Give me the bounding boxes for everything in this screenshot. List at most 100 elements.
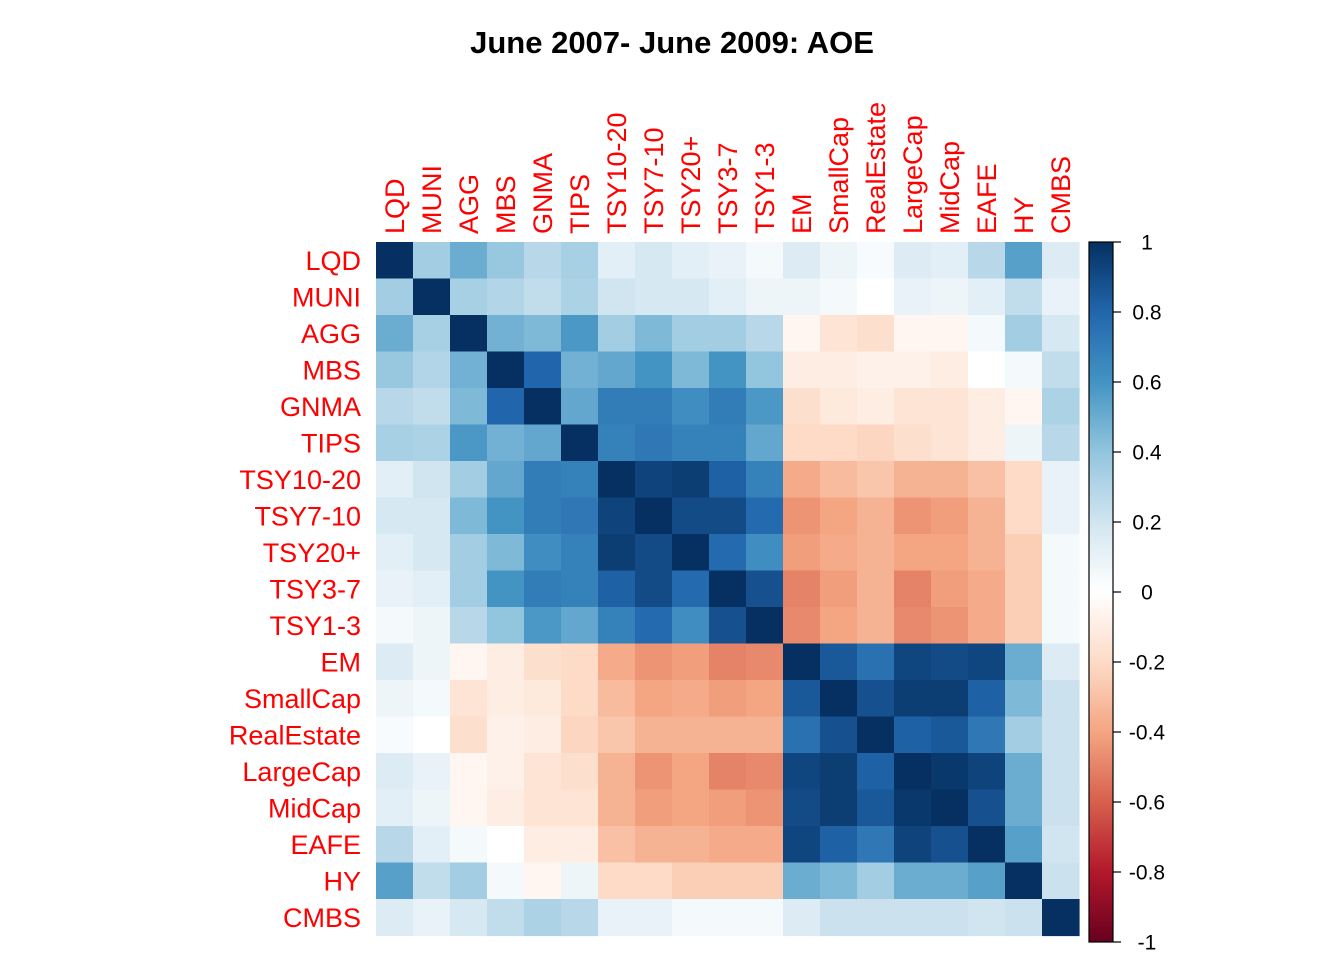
heatmap-cell-HY-TSY10-20 [598, 862, 636, 900]
heatmap-cell-MBS-MBS [487, 351, 525, 389]
heatmap-cell-TSY20+-AGG [450, 534, 488, 572]
heatmap-cell-GNMA-MBS [487, 388, 525, 426]
heatmap-cell-CMBS-LQD [376, 899, 414, 937]
heatmap-cell-TSY10-20-EM [783, 461, 821, 499]
heatmap-cell-MBS-EAFE [968, 351, 1006, 389]
heatmap-cell-EM-EAFE [968, 643, 1006, 681]
heatmap-cell-GNMA-LargeCap [894, 388, 932, 426]
heatmap-cell-MBS-TSY20+ [672, 351, 710, 389]
heatmap-cell-SmallCap-TSY10-20 [598, 680, 636, 718]
heatmap-cell-SmallCap-EAFE [968, 680, 1006, 718]
heatmap-cell-CMBS-TSY20+ [672, 899, 710, 937]
heatmap-cell-GNMA-SmallCap [820, 388, 858, 426]
heatmap-cell-MUNI-MUNI [413, 278, 451, 316]
heatmap-cell-AGG-SmallCap [820, 315, 858, 353]
heatmap-cell-EM-EM [783, 643, 821, 681]
heatmap-cell-LQD-EM [783, 242, 821, 280]
heatmap-cell-LQD-TIPS [561, 242, 599, 280]
heatmap-cell-MidCap-TSY3-7 [709, 789, 747, 827]
heatmap-cell-TSY1-3-MBS [487, 607, 525, 645]
colorbar-tick-label: 0.8 [1132, 302, 1161, 325]
heatmap-cell-HY-LargeCap [894, 862, 932, 900]
heatmap-cell-TSY20+-GNMA [524, 534, 562, 572]
colorbar-tick-label: 0.4 [1132, 442, 1162, 465]
heatmap-cell-TSY3-7-TSY7-10 [635, 570, 673, 608]
heatmap-cell-MidCap-EM [783, 789, 821, 827]
heatmap-cell-MUNI-TSY10-20 [598, 278, 636, 316]
heatmap-cell-GNMA-RealEstate [857, 388, 895, 426]
heatmap-cell-TSY7-10-EAFE [968, 497, 1006, 535]
heatmap-cell-RealEstate-TSY3-7 [709, 716, 747, 754]
heatmap-cell-MBS-CMBS [1042, 351, 1080, 389]
heatmap-cell-EAFE-TSY1-3 [746, 826, 784, 864]
heatmap-cell-MBS-LQD [376, 351, 414, 389]
heatmap-cell-LargeCap-TSY10-20 [598, 753, 636, 791]
heatmap-cell-LQD-LargeCap [894, 242, 932, 280]
heatmap-cell-EM-MidCap [931, 643, 969, 681]
heatmap-cell-SmallCap-TSY3-7 [709, 680, 747, 718]
heatmap-cell-TSY10-20-SmallCap [820, 461, 858, 499]
row-label-RealEstate: RealEstate [229, 720, 361, 750]
heatmap-cell-GNMA-LQD [376, 388, 414, 426]
row-label-TSY20+: TSY20+ [263, 538, 361, 568]
heatmap-cell-TSY1-3-EM [783, 607, 821, 645]
heatmap-cell-HY-MBS [487, 862, 525, 900]
heatmap-cell-CMBS-TIPS [561, 899, 599, 937]
heatmap-cell-EM-TIPS [561, 643, 599, 681]
heatmap-cell-AGG-CMBS [1042, 315, 1080, 353]
heatmap-cell-TSY10-20-TSY10-20 [598, 461, 636, 499]
heatmap-cell-RealEstate-MBS [487, 716, 525, 754]
heatmap-cell-EM-MUNI [413, 643, 451, 681]
heatmap-cell-RealEstate-MidCap [931, 716, 969, 754]
heatmap-cell-HY-HY [1005, 862, 1043, 900]
heatmap-cell-SmallCap-RealEstate [857, 680, 895, 718]
row-label-MBS: MBS [302, 355, 361, 385]
heatmap-cell-TSY1-3-HY [1005, 607, 1043, 645]
heatmap-cell-TSY20+-TSY20+ [672, 534, 710, 572]
heatmap-cell-TSY3-7-RealEstate [857, 570, 895, 608]
heatmap-cell-TSY10-20-CMBS [1042, 461, 1080, 499]
heatmap-cell-MUNI-SmallCap [820, 278, 858, 316]
heatmap-cell-LargeCap-HY [1005, 753, 1043, 791]
heatmap-cell-AGG-TSY20+ [672, 315, 710, 353]
heatmap-cell-TSY20+-LargeCap [894, 534, 932, 572]
heatmap-cell-EAFE-GNMA [524, 826, 562, 864]
heatmap-cell-SmallCap-SmallCap [820, 680, 858, 718]
heatmap-cell-RealEstate-GNMA [524, 716, 562, 754]
heatmap-cell-RealEstate-SmallCap [820, 716, 858, 754]
heatmap-cell-HY-TSY1-3 [746, 862, 784, 900]
heatmap-cell-TSY1-3-SmallCap [820, 607, 858, 645]
row-label-MidCap: MidCap [268, 793, 361, 823]
heatmap-cell-CMBS-LargeCap [894, 899, 932, 937]
column-label-CMBS: CMBS [1046, 156, 1076, 234]
row-label-EM: EM [321, 647, 362, 677]
heatmap-cell-MBS-MUNI [413, 351, 451, 389]
heatmap-cell-CMBS-TSY3-7 [709, 899, 747, 937]
heatmap-cell-TSY3-7-EM [783, 570, 821, 608]
heatmap-cell-TSY3-7-TIPS [561, 570, 599, 608]
heatmap-cell-TSY20+-MidCap [931, 534, 969, 572]
heatmap-cell-MidCap-LQD [376, 789, 414, 827]
heatmap-cell-CMBS-EM [783, 899, 821, 937]
row-label-LQD: LQD [305, 246, 361, 276]
heatmap-cell-EM-GNMA [524, 643, 562, 681]
heatmap-cell-MBS-RealEstate [857, 351, 895, 389]
heatmap-cell-LQD-SmallCap [820, 242, 858, 280]
heatmap-cell-TSY1-3-GNMA [524, 607, 562, 645]
heatmap-cell-CMBS-TSY1-3 [746, 899, 784, 937]
heatmap-cell-RealEstate-TIPS [561, 716, 599, 754]
heatmap-cell-MidCap-SmallCap [820, 789, 858, 827]
heatmap-cell-LargeCap-EAFE [968, 753, 1006, 791]
heatmap-cell-AGG-MBS [487, 315, 525, 353]
heatmap-cell-TSY7-10-TSY10-20 [598, 497, 636, 535]
heatmap-cell-TIPS-TIPS [561, 424, 599, 462]
heatmap-cell-GNMA-TSY20+ [672, 388, 710, 426]
heatmap-cell-MUNI-TSY20+ [672, 278, 710, 316]
heatmap-cell-TSY1-3-AGG [450, 607, 488, 645]
heatmap-cell-TIPS-TSY7-10 [635, 424, 673, 462]
column-label-MBS: MBS [491, 175, 521, 234]
heatmap-cell-AGG-LargeCap [894, 315, 932, 353]
heatmap-cell-TSY10-20-EAFE [968, 461, 1006, 499]
heatmap-cell-TSY3-7-MBS [487, 570, 525, 608]
heatmap-cell-LQD-MidCap [931, 242, 969, 280]
